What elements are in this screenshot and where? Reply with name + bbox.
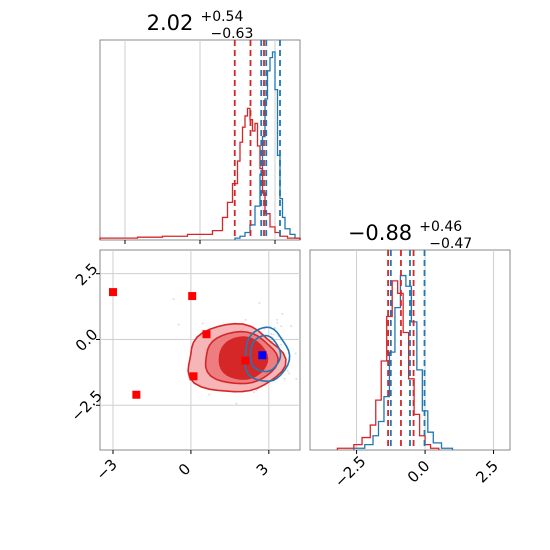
- title-x-sup: +0.54: [200, 9, 243, 25]
- red-square-marker: [189, 372, 198, 381]
- sample-point: [258, 302, 261, 305]
- sample-point: [244, 318, 247, 321]
- square-markers: [108, 288, 267, 399]
- title-x-sub: −0.63: [210, 26, 253, 42]
- red-square-marker: [108, 288, 117, 297]
- blue-square-marker: [258, 351, 267, 360]
- tick-marks: [96, 273, 270, 454]
- title-y-sub: −0.47: [429, 236, 472, 252]
- sample-point: [177, 323, 180, 326]
- tick-marks: [124, 240, 276, 244]
- x-tick-labels: −3 0 3: [92, 455, 272, 483]
- sample-point: [286, 369, 289, 372]
- x-tick-label: 3: [253, 460, 272, 479]
- sample-point: [280, 325, 283, 328]
- title-x: 2.02 +0.54 −0.63: [147, 6, 254, 42]
- red-square-marker: [202, 330, 211, 339]
- quantile-lines: [233, 40, 281, 240]
- blue-contour-inner: [249, 334, 282, 373]
- sample-point: [208, 393, 211, 396]
- red-square-marker: [241, 356, 250, 365]
- sample-point: [283, 377, 286, 380]
- histogram-panel-y: −2.5 0.0 2.5 −0.88 +0.46 −0.47: [309, 216, 511, 491]
- x-tick-label: 0: [175, 460, 194, 479]
- sample-point: [235, 402, 238, 405]
- scatter-panel: −3 0 3 2.50.0−2.5: [67, 249, 304, 484]
- title-y-sup: +0.46: [419, 219, 462, 235]
- x-tick-label: −3: [92, 455, 120, 483]
- sample-point: [279, 343, 282, 346]
- red-square-marker: [132, 390, 141, 399]
- sample-point: [302, 331, 304, 333]
- x-tick-label: 2.5: [472, 457, 502, 487]
- sample-point: [201, 322, 204, 325]
- density-contours: [187, 322, 291, 393]
- x-tick-label: 0.0: [404, 457, 434, 487]
- hist-step-1: [99, 107, 301, 240]
- sample-point: [281, 312, 284, 315]
- title-x-value: 2.02: [147, 11, 194, 35]
- x-tick-labels: −2.5 0.0 2.5: [331, 452, 502, 490]
- title-y-value: −0.88: [348, 221, 412, 245]
- sample-point: [276, 321, 279, 324]
- sample-point: [255, 389, 258, 392]
- sample-point: [273, 326, 276, 329]
- quantile-lines: [387, 250, 426, 450]
- y-tick-label: 0.0: [72, 325, 102, 355]
- sample-point: [172, 298, 175, 301]
- hist-step-0: [353, 274, 454, 450]
- title-y: −0.88 +0.46 −0.47: [348, 216, 472, 252]
- tick-marks: [356, 450, 495, 454]
- sample-point: [252, 391, 255, 394]
- sample-point: [276, 318, 279, 321]
- sample-point: [288, 372, 291, 375]
- sample-point: [294, 352, 297, 355]
- sample-point: [295, 377, 298, 380]
- red-square-marker: [188, 292, 197, 301]
- sample-point: [270, 332, 273, 335]
- sample-point: [290, 325, 293, 328]
- y-tick-label: 2.5: [72, 260, 102, 290]
- sample-point: [272, 333, 275, 336]
- blue-contour-outer: [244, 326, 291, 382]
- sample-point: [271, 340, 274, 343]
- x-tick-label: −2.5: [331, 452, 369, 490]
- histogram-panel-x: 2.02 +0.54 −0.63: [99, 6, 301, 244]
